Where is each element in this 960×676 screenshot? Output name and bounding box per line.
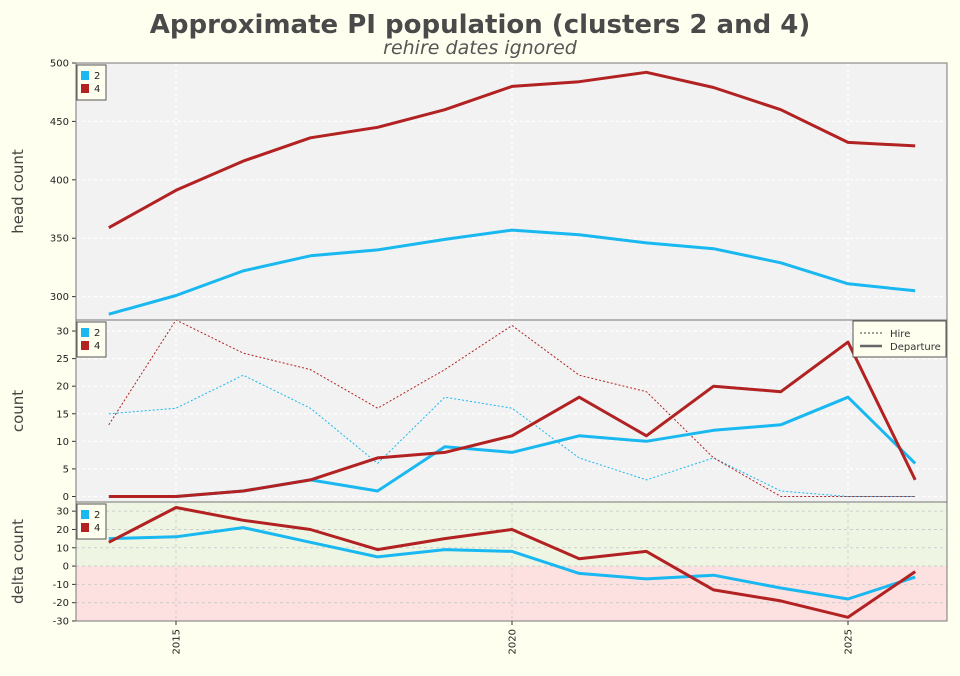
legend-box [76,503,107,540]
y-axis-label: count [9,390,27,432]
chart-title: Approximate PI population (clusters 2 an… [150,10,811,40]
legend-swatch-2 [81,328,89,337]
y-tick-label: 450 [50,117,69,128]
y-tick-label: -10 [53,580,69,591]
legend-box [76,64,107,101]
y-tick-label: 30 [56,507,69,518]
x-tick-label: 2020 [508,629,519,654]
series-line-4-hire [108,319,916,497]
y-tick-label: 350 [50,234,69,245]
legend: 24 [76,503,107,540]
x-tick-label: 2015 [172,629,183,654]
style-legend-label-hire: Hire [890,329,910,340]
series-line-2 [108,228,916,316]
y-tick-label: 300 [50,292,69,303]
y-axis-label: head count [9,149,27,234]
legend: 24 [76,321,107,358]
y-tick-label: 0 [63,492,69,503]
series-line-2 [108,526,916,601]
legend-label-2: 2 [94,328,100,339]
y-tick-label: -20 [53,598,69,609]
y-tick-label: 10 [56,543,69,554]
style-legend: Hire Departure [852,320,947,358]
y-tick-label: 500 [50,59,69,70]
negative-band [76,566,947,621]
x-tick-label: 2025 [844,629,855,654]
y-tick-label: 30 [56,327,69,338]
legend-swatch-4 [81,523,89,532]
chart-subtitle: rehire dates ignored [383,37,578,59]
legend: 24 [76,64,107,101]
y-tick-label: 20 [56,525,69,536]
legend-label-4: 4 [94,84,100,95]
y-tick-label: 20 [56,382,69,393]
style-legend-label-departure: Departure [890,342,941,353]
legend-label-2: 2 [94,71,100,82]
legend-label-2: 2 [94,510,100,521]
legend-box [76,321,107,358]
legend-swatch-2 [81,71,89,80]
series-line-4 [108,70,916,230]
y-tick-label: 15 [56,409,69,420]
positive-band [76,502,947,567]
y-tick-label: 10 [56,437,69,448]
legend-swatch-2 [81,510,89,519]
y-tick-label: -30 [53,617,69,628]
style-legend-box [852,320,947,358]
legend-swatch-4 [81,84,89,93]
y-tick-label: 400 [50,175,69,186]
legend-label-4: 4 [94,341,100,352]
y-tick-label: 0 [63,562,69,573]
legend-swatch-4 [81,341,89,350]
series-line-4-departure [108,340,917,498]
y-axis-label: delta count [9,519,27,604]
y-tick-label: 5 [63,464,69,475]
legend-label-4: 4 [94,523,100,534]
series-line-4 [108,506,917,619]
y-tick-label: 25 [56,354,69,365]
